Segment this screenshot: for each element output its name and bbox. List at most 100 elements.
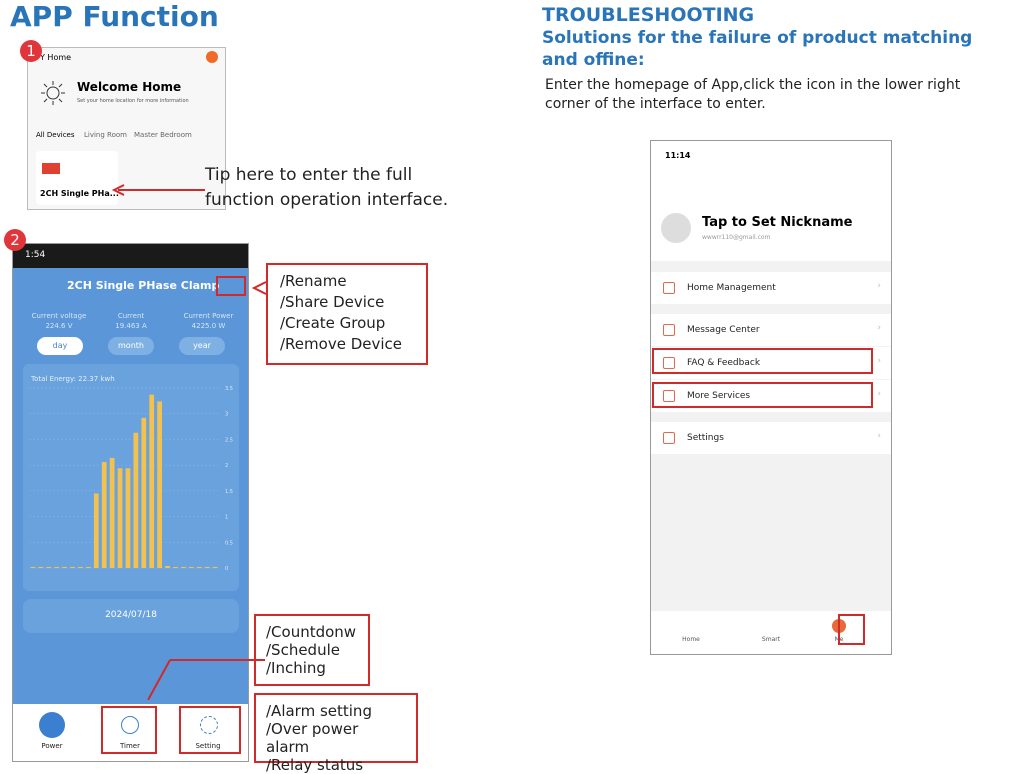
period-button[interactable]: day xyxy=(37,337,83,355)
callout-line: /Rename xyxy=(280,272,347,290)
highlight xyxy=(216,276,246,296)
power-icon[interactable] xyxy=(39,712,65,738)
nickname[interactable]: Tap to Set Nickname xyxy=(702,215,853,230)
bar xyxy=(109,457,115,568)
stat-value: 19.463 A xyxy=(115,322,147,330)
callout: /Countdonw/Schedule/Inching xyxy=(254,614,370,686)
bar xyxy=(54,566,60,568)
y-tick-label: 1 xyxy=(225,515,228,521)
callout-line: /Share Device xyxy=(280,293,385,311)
tab-label[interactable]: Smart xyxy=(761,636,781,643)
y-tick-label: 1.5 xyxy=(225,489,233,495)
callout-line: /Remove Device xyxy=(280,335,402,353)
bar xyxy=(46,566,52,568)
period-button[interactable]: month xyxy=(108,337,154,355)
bar xyxy=(38,566,44,568)
instruction: Enter the homepage of App,click the icon… xyxy=(545,76,960,114)
bar xyxy=(188,566,194,568)
badge: 2 xyxy=(4,229,26,251)
y-tick-label: 3 xyxy=(225,412,228,418)
menu-label: FAQ & Feedback xyxy=(687,358,761,368)
y-tick-label: 0 xyxy=(225,566,228,572)
device-title: 2CH Single PHase Clamp xyxy=(67,279,220,292)
date: 2024/07/18 xyxy=(105,610,157,620)
y-tick-label: 2 xyxy=(225,463,228,469)
y-tick-label: 0.5 xyxy=(225,540,233,546)
bar xyxy=(212,566,218,568)
y-tick-label: 3.5 xyxy=(225,386,233,392)
arrow xyxy=(111,184,205,196)
callout-line: /Inching xyxy=(266,659,326,677)
callout-line: /Create Group xyxy=(280,314,386,332)
bar xyxy=(149,394,155,568)
bar xyxy=(181,566,186,568)
badge: 1 xyxy=(20,40,42,62)
period-button[interactable]: year xyxy=(179,337,225,355)
bar xyxy=(62,566,67,568)
tip: Tip here to enter the full function opera… xyxy=(205,163,448,213)
tab: All Devices xyxy=(36,131,75,139)
date-bar: 2024/07/18 xyxy=(23,599,239,633)
email: wwwrr110@gmail.com xyxy=(702,234,771,241)
tip-line: function operation interface. xyxy=(205,190,449,210)
callout-line: /Countdonw xyxy=(266,623,357,641)
bar xyxy=(157,401,162,568)
device-card: 2CH Single PHa... xyxy=(36,151,119,205)
add-icon xyxy=(206,51,218,63)
subheading: Solutions for the failure of product mat… xyxy=(542,28,973,70)
welcome-sub: Set your home location for more informat… xyxy=(77,98,189,104)
tab: Master Bedroom xyxy=(134,131,192,139)
device-name: 2CH Single PHa... xyxy=(40,189,119,198)
menu-label: Home Management xyxy=(687,283,776,293)
instruction-line: corner of the interface to enter. xyxy=(545,96,766,112)
menu-item[interactable]: Home Management › xyxy=(651,272,891,304)
device-icon xyxy=(42,163,60,174)
screenshot-device: 1:54 2CH Single PHase Clamp Current volt… xyxy=(12,243,249,762)
energy-chart: Total Energy: 22.37 kwh 0 0.5 1 1.5 2 2.5 3 3.5 xyxy=(23,364,239,591)
connectors xyxy=(147,281,267,700)
menu-label: Settings xyxy=(687,433,724,443)
menu-item[interactable]: Message Center › xyxy=(651,314,891,346)
avatar xyxy=(661,213,691,243)
bar xyxy=(204,566,210,568)
screenshot-home: Y Home Welcome Home Set your home locati… xyxy=(27,47,226,210)
callout-line: /Alarm setting xyxy=(266,702,372,720)
bar xyxy=(78,566,83,568)
heading: TROUBLESHOOTING xyxy=(542,4,755,26)
stat-value: 4225.0 W xyxy=(191,322,226,330)
status-bar xyxy=(13,244,248,268)
bar xyxy=(125,468,131,568)
callout-line: /Over power alarm xyxy=(266,720,359,756)
bottom-bar: Power Timer Setting xyxy=(13,704,248,761)
bar xyxy=(133,432,139,568)
bar xyxy=(93,493,99,568)
tab-bar xyxy=(651,611,891,654)
bar xyxy=(86,566,91,568)
tab-label[interactable]: Home xyxy=(682,636,700,643)
bar xyxy=(196,566,202,568)
title: APP Function xyxy=(10,0,219,33)
setting-icon[interactable] xyxy=(200,716,218,734)
menu-item[interactable]: Settings › xyxy=(651,422,891,454)
menu-label: Message Center xyxy=(687,325,760,335)
welcome: Welcome Home xyxy=(77,80,182,94)
time: 1:54 xyxy=(25,250,46,260)
bar xyxy=(30,566,36,568)
stat-label: Current xyxy=(117,312,145,320)
bar xyxy=(117,468,123,568)
time: 11:14 xyxy=(665,151,691,160)
tab: Living Room xyxy=(84,131,127,139)
header xyxy=(651,141,891,261)
highlight xyxy=(179,706,241,754)
button-label: Timer xyxy=(119,742,140,750)
bar xyxy=(165,565,170,568)
bar xyxy=(173,566,178,568)
instruction-line: Enter the homepage of App,click the icon… xyxy=(545,77,961,93)
y-tick-label: 2.5 xyxy=(225,437,233,443)
chart-title: Total Energy: 22.37 kwh xyxy=(30,375,115,383)
home-label: Y Home xyxy=(40,53,72,62)
timer-icon[interactable] xyxy=(121,716,139,734)
stat-value: 224.6 V xyxy=(45,322,73,330)
callout: /Alarm setting/Over power alarm/Relay st… xyxy=(254,693,418,774)
